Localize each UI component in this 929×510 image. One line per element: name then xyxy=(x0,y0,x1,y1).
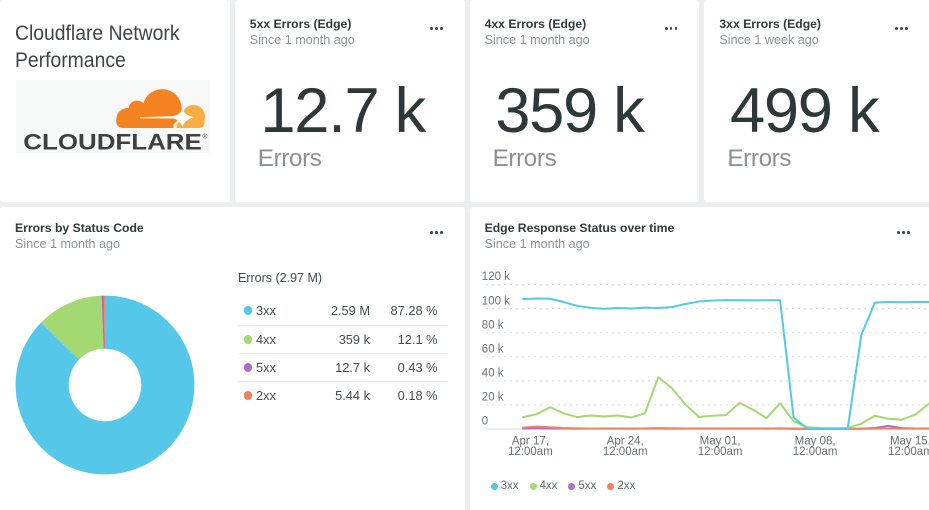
series-color-dot xyxy=(243,391,252,400)
donut-slice-2xx[interactable] xyxy=(103,295,105,349)
kpi-card-4xx-errors: 4xx Errors (Edge) Since 1 month ago 359 … xyxy=(469,0,700,202)
widget-title: Edge Response Status over time xyxy=(484,221,675,236)
x-axis-tick-label: 12:00am xyxy=(508,446,553,458)
y-axis-tick-label: 60 k xyxy=(481,343,503,355)
legend-item-5xx[interactable]: 5xx xyxy=(568,480,596,492)
cloudflare-wordmark: CLOUDFLARE xyxy=(23,130,202,154)
kpi-card-3xx-errors: 3xx Errors (Edge) Since 1 week ago 499 k… xyxy=(704,0,929,202)
series-color-dot xyxy=(490,482,498,490)
kpi-unit-label: Errors xyxy=(727,145,792,172)
legend-series-label: 4xx xyxy=(539,480,558,492)
widget-menu-icon[interactable] xyxy=(895,25,908,31)
widget-menu-icon[interactable] xyxy=(430,229,443,235)
kpi-value: 12.7 k xyxy=(260,75,426,146)
x-axis-tick-label: 12:00am xyxy=(602,446,647,458)
y-axis-tick-label: 100 k xyxy=(481,295,509,307)
series-line-4xx[interactable] xyxy=(521,376,929,430)
widget-menu-icon[interactable] xyxy=(430,25,443,31)
series-color-dot xyxy=(607,482,615,490)
kpi-unit-label: Errors xyxy=(257,145,322,172)
y-axis-tick-label: 20 k xyxy=(481,392,503,404)
widget-title: 3xx Errors (Edge) xyxy=(719,17,821,32)
kpi-value: 499 k xyxy=(729,75,880,146)
legend-series-label: 3xx xyxy=(500,480,519,492)
edge-response-status-card: Edge Response Status over time Since 1 m… xyxy=(469,207,929,510)
widget-title: Errors by Status Code xyxy=(15,221,144,236)
series-color-dot xyxy=(568,482,576,490)
legend-series-label: 4xx xyxy=(256,331,276,347)
donut-legend-table: 3xx 2.59 M 87.28 % 4xx 359 k 12.1 % 5xx … xyxy=(238,297,448,410)
legend-row-3xx[interactable]: 3xx 2.59 M 87.28 % xyxy=(238,297,448,325)
legend-item-2xx[interactable]: 2xx xyxy=(607,480,635,492)
legend-series-label: 5xx xyxy=(256,359,276,375)
timeseries-legend: 3xx 4xx 5xx 2xx xyxy=(490,480,647,492)
donut-legend-header: Errors (2.97 M) xyxy=(238,270,323,285)
cloudflare-logo-image: CLOUDFLARE ® xyxy=(23,87,208,155)
series-color-dot xyxy=(243,335,252,344)
x-axis-tick-label: 12:00am xyxy=(888,446,929,458)
legend-series-percent: 12.1 % xyxy=(397,331,438,347)
y-axis-tick-label: 120 k xyxy=(481,271,509,283)
series-color-dot xyxy=(243,363,252,372)
donut-slice-4xx[interactable] xyxy=(40,295,104,360)
x-axis-tick-label: May 01, xyxy=(699,436,740,448)
widget-menu-icon[interactable] xyxy=(897,229,910,235)
legend-row-4xx[interactable]: 4xx 359 k 12.1 % xyxy=(238,324,448,353)
dashboard-title-card: Cloudflare Network Performance C xyxy=(0,0,230,202)
series-color-dot xyxy=(243,306,252,315)
legend-series-percent: 87.28 % xyxy=(390,303,438,319)
legend-series-value: 2.59 M xyxy=(330,303,370,319)
legend-series-value: 12.7 k xyxy=(335,359,370,375)
donut-chart[interactable] xyxy=(15,295,195,475)
y-axis-tick-label: 80 k xyxy=(481,319,503,331)
y-axis-tick-label: 0 xyxy=(481,416,487,428)
widget-title: 4xx Errors (Edge) xyxy=(484,17,587,32)
legend-series-value: 5.44 k xyxy=(335,388,370,404)
cloudflare-reg-mark: ® xyxy=(203,133,208,141)
legend-series-value: 359 k xyxy=(338,331,370,347)
x-axis-tick-label: Apr 24, xyxy=(606,436,643,448)
kpi-card-5xx-errors: 5xx Errors (Edge) Since 1 month ago 12.7… xyxy=(234,0,465,202)
legend-row-2xx[interactable]: 2xx 5.44 k 0.18 % xyxy=(238,381,448,409)
errors-by-status-code-card: Errors by Status Code Since 1 month ago … xyxy=(0,207,465,510)
widget-subtitle: Since 1 month ago xyxy=(15,237,121,252)
series-color-dot xyxy=(529,482,537,490)
legend-series-label: 5xx xyxy=(578,480,597,492)
kpi-unit-label: Errors xyxy=(492,145,557,172)
y-axis-tick-label: 40 k xyxy=(481,367,503,379)
legend-series-label: 3xx xyxy=(256,303,276,319)
widget-title: 5xx Errors (Edge) xyxy=(249,17,352,32)
legend-series-label: 2xx xyxy=(256,388,276,404)
widget-subtitle: Since 1 month ago xyxy=(484,33,590,48)
kpi-value: 359 k xyxy=(495,75,645,146)
legend-series-percent: 0.43 % xyxy=(397,359,438,375)
widget-menu-icon[interactable] xyxy=(664,25,678,31)
series-line-2xx[interactable] xyxy=(521,425,929,430)
x-axis-tick-label: 12:00am xyxy=(697,446,742,458)
legend-row-5xx[interactable]: 5xx 12.7 k 0.43 % xyxy=(238,352,448,381)
widget-subtitle: Since 1 week ago xyxy=(719,33,819,48)
series-line-3xx[interactable] xyxy=(521,297,929,430)
legend-series-label: 2xx xyxy=(617,480,636,492)
donut-legend: Errors (2.97 M) 3xx 2.59 M 87.28 % 4xx 3… xyxy=(238,270,448,410)
donut-slice-5xx[interactable] xyxy=(101,295,105,349)
legend-item-4xx[interactable]: 4xx xyxy=(529,480,558,492)
legend-item-3xx[interactable]: 3xx xyxy=(490,480,519,492)
legend-series-percent: 0.18 % xyxy=(397,388,438,404)
donut-slice-3xx[interactable] xyxy=(15,295,195,475)
widget-subtitle: Since 1 month ago xyxy=(484,237,590,252)
x-axis-tick-label: 12:00am xyxy=(792,446,837,458)
x-axis-tick-label: Apr 17, xyxy=(511,436,548,448)
dashboard-title: Cloudflare Network Performance xyxy=(15,19,180,73)
cloudflare-logo: CLOUDFLARE ® xyxy=(16,80,210,155)
x-axis-tick-label: May 15, xyxy=(890,436,929,448)
widget-subtitle: Since 1 month ago xyxy=(249,33,355,48)
x-axis-tick-label: May 08, xyxy=(794,436,835,448)
